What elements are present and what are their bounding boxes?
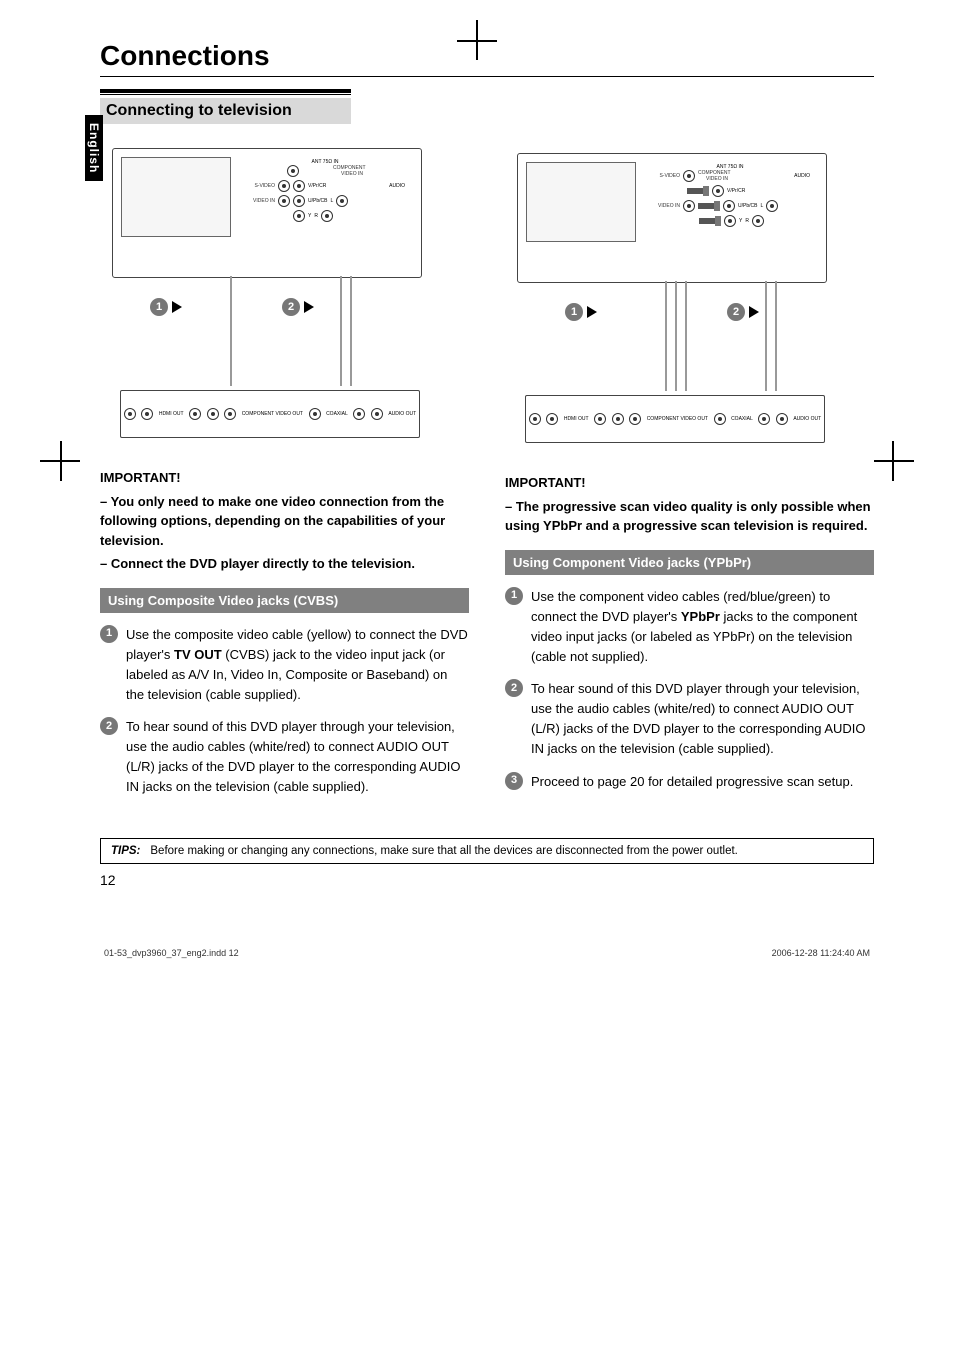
page-number: 12 [100, 872, 874, 888]
label-l: L [760, 203, 763, 209]
step-number-icon: 1 [505, 587, 523, 605]
callout-1-icon: 1 [150, 298, 168, 316]
label-audio-out: AUDIO OUT [388, 411, 416, 417]
important-block: IMPORTANT! – You only need to make one v… [100, 468, 469, 574]
step-text: Proceed to page 20 for detailed progress… [531, 772, 874, 792]
step-item: 1 Use the composite video cable (yellow)… [100, 625, 469, 706]
sub-header-ypbpr: Using Component Video jacks (YPbPr) [505, 550, 874, 575]
right-column: ANT 75Ω IN S-VIDEO COMPONENT VIDEO IN AU… [505, 89, 874, 810]
label-pb: V/Pr/CR [308, 183, 326, 189]
important-line: – Connect the DVD player directly to the… [100, 554, 469, 574]
label-hdmi-out: HDMI OUT [159, 411, 184, 417]
step-number-icon: 3 [505, 772, 523, 790]
callout-2-icon: 2 [282, 298, 300, 316]
label-component-out: COMPONENT VIDEO OUT [242, 411, 303, 417]
tips-label: TIPS: [111, 845, 140, 857]
plug-icon [687, 186, 709, 196]
label-r: R [745, 218, 749, 224]
label-l: L [330, 198, 333, 204]
callout-1-icon: 1 [565, 303, 583, 321]
footer: 01-53_dvp3960_37_eng2.indd 12 2006-12-28… [100, 948, 874, 958]
crop-mark [476, 20, 478, 60]
step-item: 3 Proceed to page 20 for detailed progre… [505, 772, 874, 792]
important-title: IMPORTANT! [505, 473, 874, 493]
step-number-icon: 1 [100, 625, 118, 643]
crop-mark [874, 460, 914, 462]
plug-icon [698, 201, 720, 211]
arrow-icon [587, 306, 597, 318]
footer-left: 01-53_dvp3960_37_eng2.indd 12 [104, 948, 239, 958]
important-title: IMPORTANT! [100, 468, 469, 488]
connection-diagram-ypbpr: ANT 75Ω IN S-VIDEO COMPONENT VIDEO IN AU… [505, 143, 874, 443]
crop-mark [40, 460, 80, 462]
page-title: Connections [100, 40, 874, 77]
left-column: Connecting to television ANT 75Ω IN COMP… [100, 89, 469, 810]
footer-right: 2006-12-28 11:24:40 AM [772, 948, 870, 958]
step-item: 2 To hear sound of this DVD player throu… [505, 679, 874, 760]
callout-2-icon: 2 [727, 303, 745, 321]
label-pb: V/Pr/CR [727, 188, 745, 194]
label-coaxial: COAXIAL [731, 416, 753, 422]
step-number-icon: 2 [505, 679, 523, 697]
label-hdmi-out: HDMI OUT [564, 416, 589, 422]
sub-header-cvbs: Using Composite Video jacks (CVBS) [100, 588, 469, 613]
arrow-icon [749, 306, 759, 318]
tips-text: Before making or changing any connection… [150, 845, 737, 857]
label-svideo: S-VIDEO [245, 183, 275, 189]
step-text: To hear sound of this DVD player through… [126, 717, 469, 798]
tips-box: TIPS: Before making or changing any conn… [100, 838, 874, 864]
label-y: Y [739, 218, 742, 224]
connection-diagram-cvbs: ANT 75Ω IN COMPONENT VIDEO IN S-VIDEO V/… [100, 138, 469, 438]
label-audio: AUDIO [794, 173, 810, 179]
label-audio: AUDIO [389, 183, 405, 189]
step-item: 2 To hear sound of this DVD player throu… [100, 717, 469, 798]
label-pr: U/Pb/CB [738, 203, 757, 209]
label-pr: U/Pb/CB [308, 198, 327, 204]
arrow-icon [304, 301, 314, 313]
label-component-in: COMPONENT VIDEO IN [698, 170, 728, 182]
label-coaxial: COAXIAL [326, 411, 348, 417]
step-item: 1 Use the component video cables (red/bl… [505, 587, 874, 668]
section-heading: Connecting to television [100, 98, 351, 124]
step-number-icon: 2 [100, 717, 118, 735]
label-video-in: VIDEO IN [245, 198, 275, 204]
important-block: IMPORTANT! – The progressive scan video … [505, 473, 874, 536]
label-r: R [314, 213, 318, 219]
label-y: Y [308, 213, 311, 219]
label-audio-out: AUDIO OUT [793, 416, 821, 422]
step-text: To hear sound of this DVD player through… [531, 679, 874, 760]
important-line: – You only need to make one video connec… [100, 492, 469, 551]
step-text: Use the component video cables (red/blue… [531, 587, 874, 668]
label-svideo: S-VIDEO [650, 173, 680, 179]
important-line: – The progressive scan video quality is … [505, 497, 874, 536]
label-video-in: VIDEO IN [650, 203, 680, 209]
label-component-in: COMPONENT VIDEO IN [333, 165, 363, 177]
plug-icon [699, 216, 721, 226]
arrow-icon [172, 301, 182, 313]
step-text: Use the composite video cable (yellow) t… [126, 625, 469, 706]
label-component-out: COMPONENT VIDEO OUT [647, 416, 708, 422]
